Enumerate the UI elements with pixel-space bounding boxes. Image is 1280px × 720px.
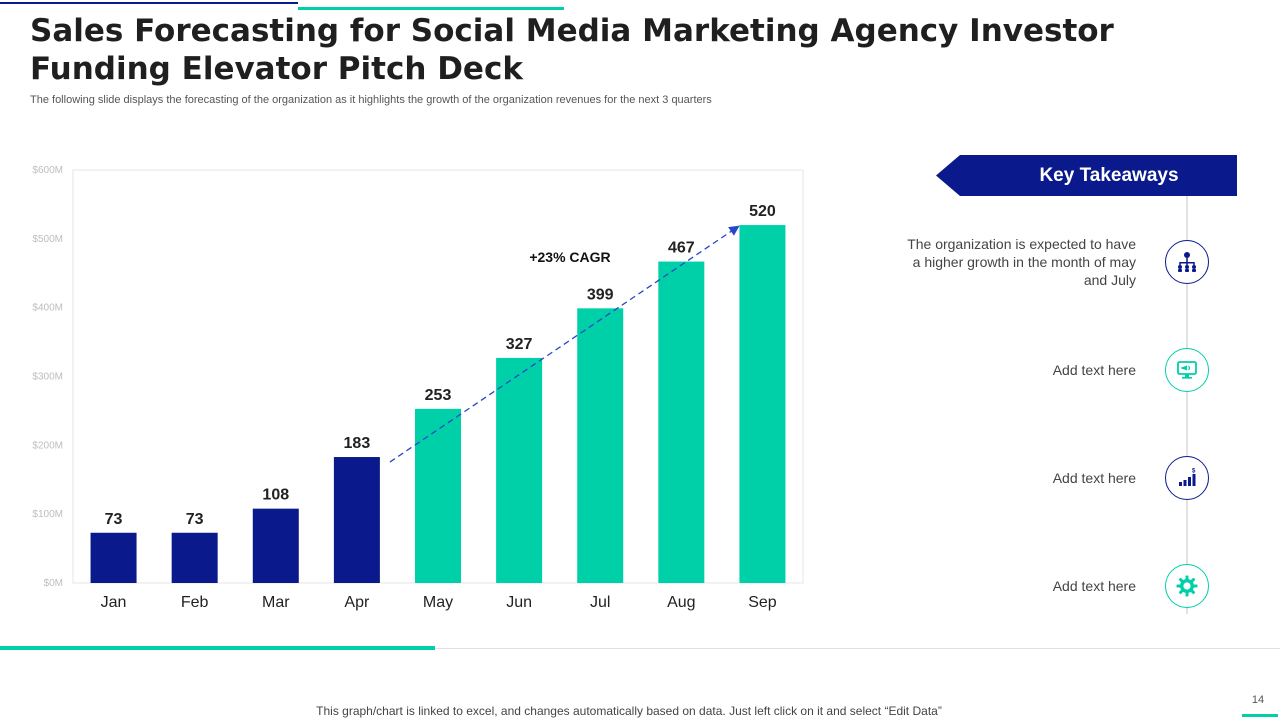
bar[interactable] — [658, 261, 705, 583]
takeaway-text-4[interactable]: Add text here — [1052, 578, 1136, 594]
y-tick-label: $600M — [32, 165, 63, 176]
top-accent-line-dark — [0, 2, 298, 4]
x-tick-label: Feb — [181, 594, 209, 611]
x-tick-label: Jun — [506, 594, 532, 611]
data-label: 467 — [668, 240, 695, 257]
x-tick-label: Sep — [748, 594, 777, 611]
bar[interactable] — [90, 532, 137, 583]
y-tick-label: $300M — [32, 372, 63, 383]
y-tick-label: $0M — [44, 578, 63, 589]
bar[interactable] — [415, 408, 461, 583]
bar[interactable] — [171, 532, 218, 583]
bottom-divider-line — [435, 648, 1280, 649]
x-tick-label: Jul — [590, 594, 610, 611]
bar-growth-dollar-icon: $ — [1165, 456, 1209, 500]
takeaway-text-2[interactable]: Add text here — [1052, 362, 1136, 378]
data-label: 73 — [186, 511, 204, 528]
data-label: 520 — [749, 203, 776, 220]
page-number: 14 — [1251, 694, 1265, 706]
bar[interactable] — [252, 508, 299, 583]
key-takeaways-title: Key Takeaways — [1039, 165, 1179, 186]
y-tick-label: $200M — [32, 440, 63, 451]
monitor-megaphone-icon — [1165, 348, 1209, 392]
key-takeaways-banner — [936, 155, 1237, 196]
slide-title: Sales Forecasting for Social Media Marke… — [30, 13, 1114, 87]
data-label: 108 — [262, 487, 289, 504]
bar[interactable] — [496, 357, 543, 583]
data-label: 399 — [587, 286, 614, 303]
x-tick-label: Aug — [667, 594, 695, 611]
x-tick-label: May — [423, 594, 453, 611]
data-label: 73 — [105, 511, 123, 528]
x-tick-label: Jan — [101, 594, 127, 611]
page-number-underline — [1242, 714, 1278, 717]
top-accent-line-teal — [298, 7, 564, 10]
y-tick-label: $400M — [32, 303, 63, 314]
y-tick-label: $500M — [32, 234, 63, 245]
takeaway-text-1[interactable]: The organization is expected to have a h… — [907, 236, 1136, 288]
footer-note: This graph/chart is linked to excel, and… — [316, 704, 942, 718]
org-chart-icon — [1165, 240, 1209, 284]
bar[interactable] — [739, 225, 786, 584]
x-tick-label: Mar — [262, 594, 290, 611]
bottom-accent-line-teal — [0, 646, 435, 650]
data-label: 253 — [425, 387, 452, 404]
sales-bar-chart[interactable]: $0M $100M $200M $300M $400M $500M $600M 73 Jan 73… — [0, 150, 820, 620]
bar[interactable] — [577, 308, 624, 583]
cagr-annotation: +23% CAGR — [529, 249, 610, 265]
key-takeaways-rail — [1186, 196, 1188, 614]
bar[interactable] — [333, 457, 380, 583]
data-label: 327 — [506, 336, 533, 353]
x-tick-label: Apr — [344, 594, 370, 611]
gear-icon — [1165, 564, 1209, 608]
takeaway-text-3[interactable]: Add text here — [1052, 470, 1136, 486]
y-tick-label: $100M — [32, 509, 63, 520]
svg-text:$: $ — [1192, 469, 1196, 475]
slide-subtitle: The following slide displays the forecas… — [30, 94, 712, 106]
data-label: 183 — [344, 435, 371, 452]
